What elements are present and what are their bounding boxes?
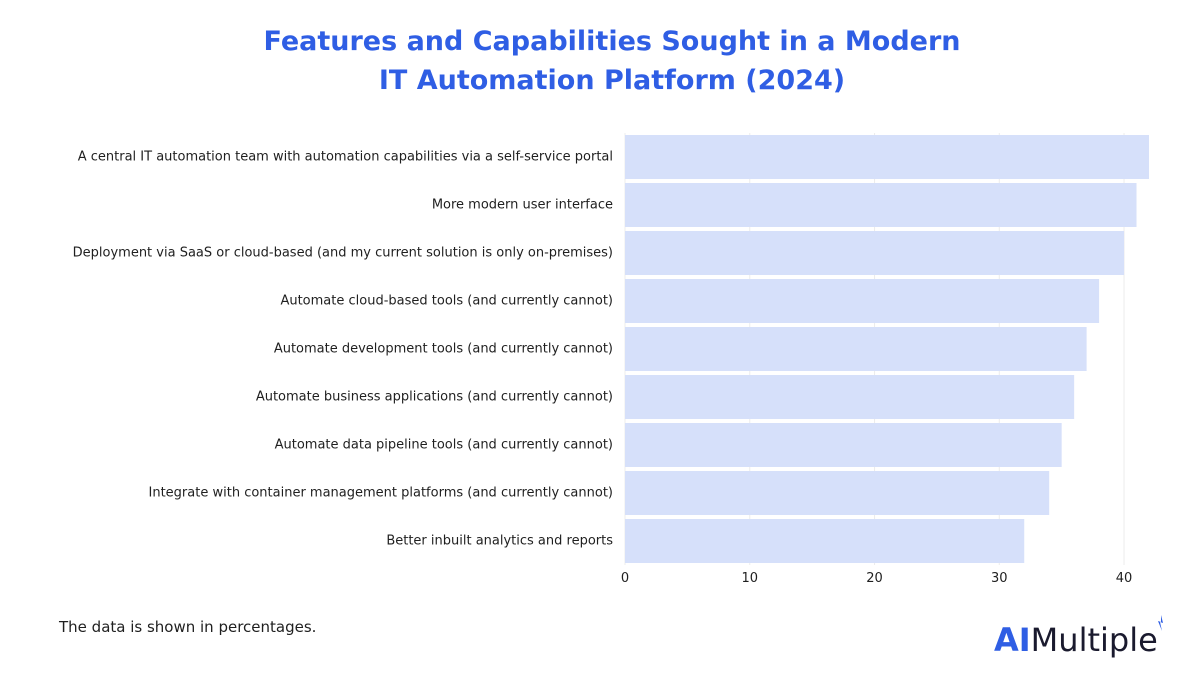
category-label-8: Better inbuilt analytics and reports [386,534,613,549]
spark-icon [1157,615,1163,631]
chart-title-line-2: IT Automation Platform (2024) [378,65,846,96]
category-label-5: Automate business applications (and curr… [256,390,613,405]
logo-text-ai: AI [994,621,1031,659]
aimultiple-logo: AIMultiple [994,615,1163,662]
logo-text-multiple: Multiple [1030,621,1158,659]
x-tick-label-1: 10 [741,571,758,586]
bar-3 [625,279,1100,323]
category-label-0: A central IT automation team with automa… [78,150,613,165]
category-label-7: Integrate with container management plat… [149,486,613,501]
x-tick-label-2: 20 [866,571,883,586]
bar-2 [625,231,1125,275]
bar-5 [625,375,1075,419]
bar-6 [625,423,1062,467]
chart-title-line-1: Features and Capabilities Sought in a Mo… [263,26,961,57]
x-tick-label-4: 40 [1116,571,1133,586]
footnote: The data is shown in percentages. [59,618,317,636]
chart-title: Features and Capabilities Sought in a Mo… [0,22,1200,100]
category-label-6: Automate data pipeline tools (and curren… [275,438,613,453]
x-tick-label-3: 30 [991,571,1008,586]
category-label-2: Deployment via SaaS or cloud-based (and … [73,246,613,261]
category-label-1: More modern user interface [432,198,613,213]
bar-1 [625,183,1137,227]
bar-0 [625,135,1149,179]
bar-8 [625,519,1025,563]
bar-4 [625,327,1087,371]
bar-7 [625,471,1050,515]
x-tick-label-0: 0 [621,571,629,586]
category-label-4: Automate development tools (and currentl… [274,342,613,357]
category-label-3: Automate cloud-based tools (and currentl… [280,294,613,309]
